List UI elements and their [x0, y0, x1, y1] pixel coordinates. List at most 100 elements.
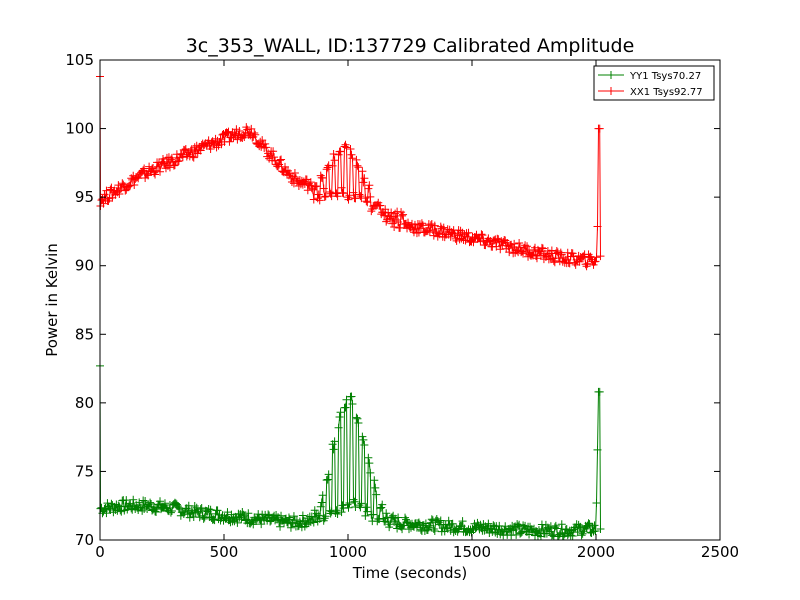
- series-1-marker-369: [461, 236, 470, 245]
- series-1-marker-243: [336, 147, 345, 156]
- series-0-marker-228: [321, 512, 330, 521]
- series-0-marker-475: [566, 531, 575, 540]
- series-1-marker-283: [376, 201, 385, 210]
- series-1-marker-131: [225, 137, 234, 146]
- series-1-marker-423: [515, 239, 524, 248]
- series-0-marker-321: [413, 519, 422, 528]
- series-0-marker-119: [213, 506, 222, 515]
- series-1-marker-498: [589, 260, 598, 269]
- legend-box: [593, 65, 715, 101]
- series-1-marker-466: [557, 250, 566, 259]
- series-0-marker-217: [310, 506, 319, 515]
- series-1-marker-29: [124, 182, 133, 191]
- series-0-marker-19: [114, 501, 123, 510]
- series-1-marker-130: [224, 127, 233, 136]
- series-1-marker-326: [418, 221, 427, 230]
- series-0-marker-332: [424, 523, 433, 532]
- x-tick-label-2: 1000: [329, 543, 367, 561]
- series-1-marker-413: [505, 248, 514, 257]
- series-0-marker-277: [370, 476, 379, 485]
- series-0-marker-150: [244, 509, 253, 518]
- series-1-marker-176: [270, 153, 279, 162]
- series-1-marker-35: [130, 180, 139, 189]
- series-1-marker-271: [364, 184, 373, 193]
- series-0-marker-387: [479, 520, 488, 529]
- series-0-marker-422: [514, 522, 523, 531]
- y-tick-label-2: 80: [75, 394, 94, 412]
- series-1-marker-155: [249, 132, 258, 141]
- series-0-marker-301: [394, 513, 403, 522]
- series-1-marker-43: [138, 167, 147, 176]
- series-1-marker-501: [592, 253, 601, 262]
- series-1-marker-249: [342, 143, 351, 152]
- series-1-marker-18: [113, 188, 122, 197]
- series-0-marker-110: [204, 505, 213, 514]
- series-0-marker-239: [332, 506, 341, 515]
- series-1-marker-172: [266, 151, 275, 160]
- series-0-marker-459: [550, 523, 559, 532]
- series-0-marker-278: [371, 483, 380, 492]
- series-1-marker-263: [356, 192, 365, 201]
- series-1-marker-488: [579, 252, 588, 261]
- series-1-marker-198: [291, 174, 300, 183]
- series-1-marker-295: [388, 219, 397, 228]
- series-0-marker-139: [233, 518, 242, 527]
- series-0-marker-241: [334, 423, 343, 432]
- series-1-marker-270: [363, 198, 372, 207]
- series-1-marker-273: [366, 192, 375, 201]
- series-0-marker-102: [196, 505, 205, 514]
- series-1-marker-266: [359, 178, 368, 187]
- series-0-marker-457: [548, 530, 557, 539]
- series-1-marker-136: [230, 129, 239, 138]
- series-1-marker-153: [247, 124, 256, 133]
- series-0-marker-423: [515, 520, 524, 529]
- series-0-marker-27: [122, 496, 131, 505]
- series-0-marker-193: [286, 523, 295, 532]
- series-1-marker-474: [565, 259, 574, 268]
- series-0-marker-182: [276, 522, 285, 531]
- series-1-marker-504: [595, 124, 604, 133]
- series-1-marker-166: [260, 143, 269, 152]
- y-tick-label-3: 85: [75, 325, 94, 343]
- legend-marker-1: [607, 87, 615, 95]
- series-1-marker-338: [430, 221, 439, 230]
- series-0-marker-233: [326, 509, 335, 518]
- series-0-marker-30: [125, 501, 134, 510]
- series-1-marker-272: [365, 181, 374, 190]
- series-0-marker-289: [382, 509, 391, 518]
- series-1-marker-175: [269, 147, 278, 156]
- series-1-marker-347: [439, 223, 448, 232]
- series-1-marker-465: [556, 248, 565, 257]
- series-1-marker-253: [346, 145, 355, 154]
- series-1-marker-461: [552, 247, 561, 256]
- series-0-marker-219: [312, 509, 321, 518]
- series-1-marker-232: [325, 188, 334, 197]
- series-1-marker-45: [140, 164, 149, 173]
- series-0-marker-461: [552, 524, 561, 533]
- series-1-marker-201: [294, 182, 303, 191]
- series-1-marker-254: [347, 150, 356, 159]
- series-0-marker-145: [239, 510, 248, 519]
- series-0-marker-340: [432, 515, 441, 524]
- series-0-marker-250: [343, 500, 352, 509]
- series-0-marker-93: [187, 506, 196, 515]
- series-0-marker-356: [448, 519, 457, 528]
- series-1-marker-149: [243, 125, 252, 134]
- series-1-marker-459: [550, 258, 559, 267]
- series-0-marker-502: [593, 445, 602, 454]
- series-1-marker-492: [583, 259, 592, 268]
- series-1-marker-222: [315, 196, 324, 205]
- series-0-marker-225: [318, 491, 327, 500]
- series-1-marker-484: [575, 257, 584, 266]
- series-0-marker-96: [190, 502, 199, 511]
- series-0-marker-272: [365, 459, 374, 468]
- series-1-marker-436: [528, 250, 537, 259]
- y-tick-label-6: 100: [65, 120, 94, 138]
- series-0-marker-417: [509, 526, 518, 535]
- series-1-marker-225: [318, 174, 327, 183]
- series-0-marker-223: [316, 502, 325, 511]
- chart-title: 3c_353_WALL, ID:137729 Calibrated Amplit…: [186, 35, 635, 57]
- series-1-marker-167: [261, 139, 270, 148]
- series-1-marker-61: [156, 167, 165, 176]
- series-0-marker-443: [534, 526, 543, 535]
